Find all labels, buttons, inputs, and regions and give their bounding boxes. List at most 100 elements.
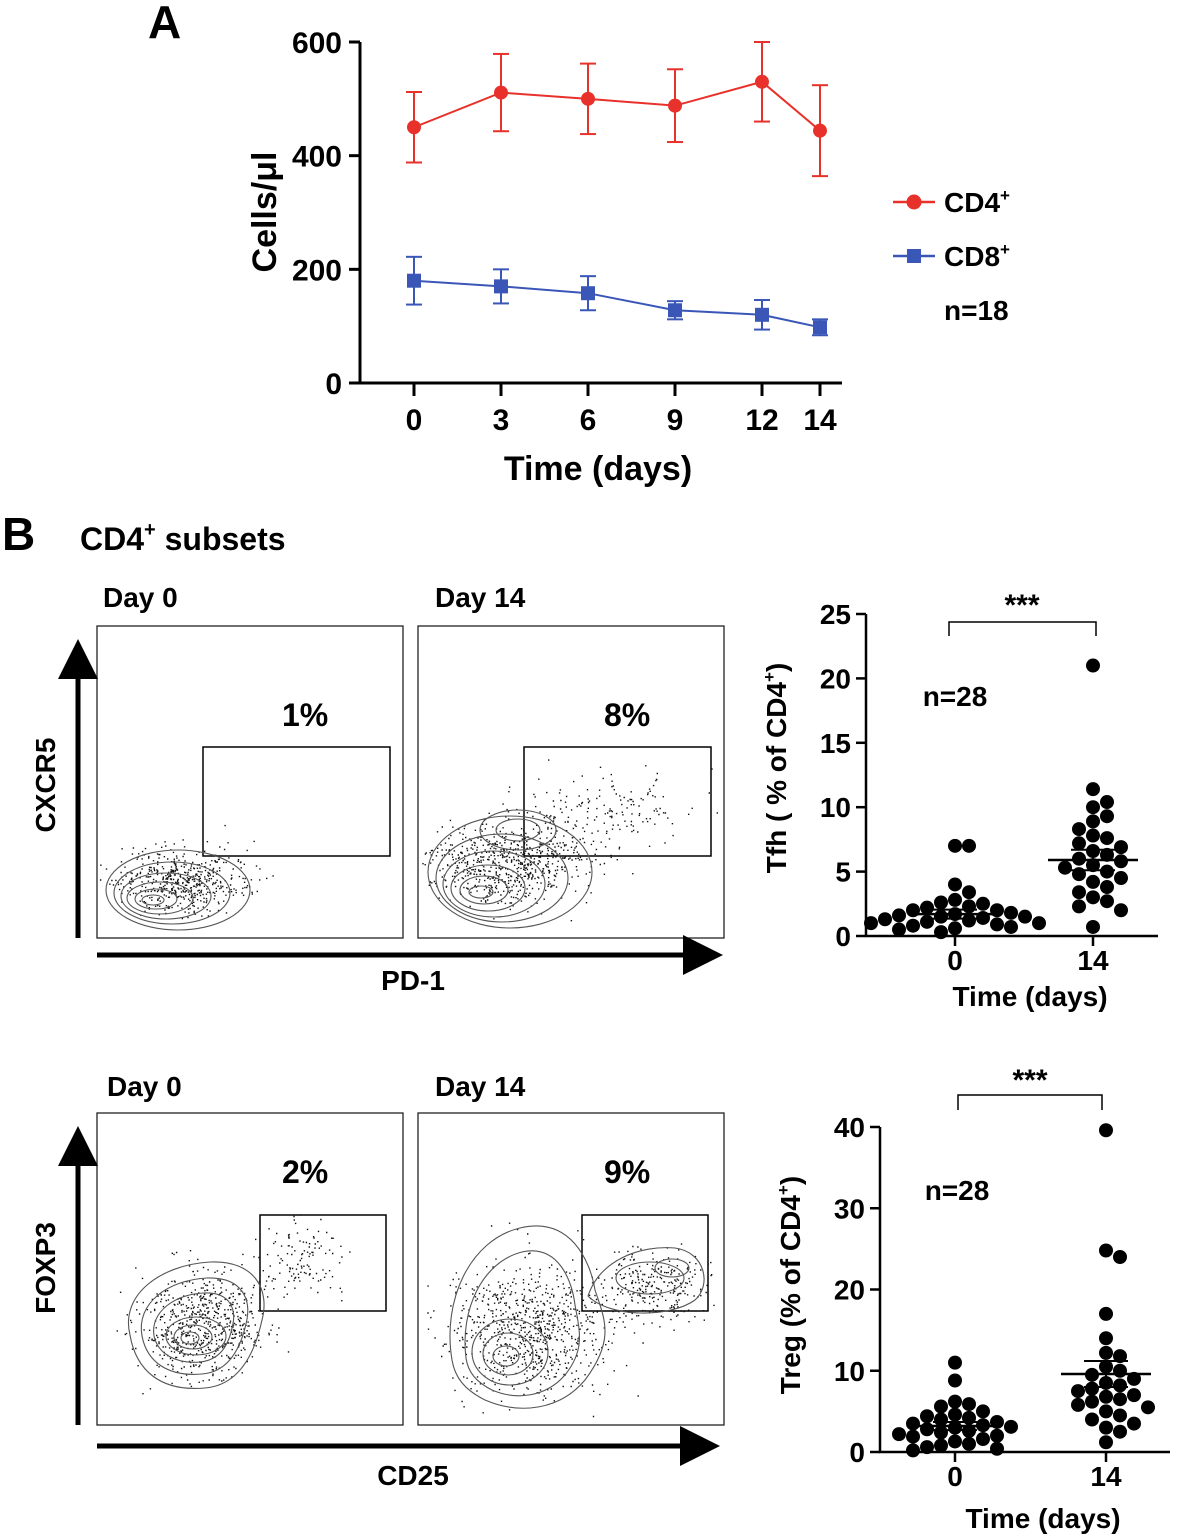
- data-point-cd8: [813, 320, 827, 335]
- y-tick-label: 40: [834, 1112, 865, 1143]
- x-tick-label: 3: [493, 404, 510, 437]
- data-point: [1071, 1397, 1085, 1412]
- data-point: [864, 916, 878, 931]
- data-point: [1127, 1371, 1141, 1386]
- data-point: [1004, 1419, 1018, 1434]
- data-point: [1058, 860, 1072, 875]
- data-point: [892, 908, 906, 923]
- panel-b-title: CD4+ subsets: [80, 519, 286, 557]
- treg-y-label: Treg (% of CD4+): [774, 1176, 806, 1394]
- data-point: [1085, 1381, 1099, 1396]
- data-point: [1127, 1416, 1141, 1431]
- data-point: [1114, 840, 1128, 855]
- chart-tfh-dotplot: Time (days) Tfh ( % of CD4+) n=28 *** 0 5…: [760, 589, 1158, 1012]
- x-tick-label: 14: [803, 404, 837, 437]
- data-point: [1086, 658, 1100, 673]
- data-point: [1072, 899, 1086, 914]
- y-tick-label: 600: [292, 27, 342, 60]
- x-tick-label: 0: [406, 404, 423, 437]
- data-point: [878, 912, 892, 927]
- data-point: [934, 1438, 948, 1453]
- series-line-cd4: [413, 80, 821, 132]
- panel-letter-b: B: [2, 508, 35, 560]
- data-point: [976, 1432, 990, 1446]
- flow-plot-frame: [96, 625, 404, 939]
- x-tick-label: 0: [947, 945, 963, 976]
- data-point: [1085, 1412, 1099, 1427]
- data-point: [920, 900, 934, 915]
- y-tick-label: 10: [820, 792, 851, 823]
- data-point: [906, 918, 920, 933]
- data-point: [990, 1428, 1004, 1443]
- treg-significance-bracket: [957, 1094, 1103, 1110]
- flow-contours: [127, 1225, 705, 1409]
- data-point: [906, 1443, 920, 1458]
- data-point-cd4: [668, 98, 682, 113]
- legend-cd8-label: CD8+: [944, 240, 1010, 272]
- y-tick-label: 20: [834, 1275, 865, 1306]
- data-point: [1099, 1345, 1113, 1360]
- data-point: [1086, 828, 1100, 843]
- flow-events: [588, 1243, 715, 1331]
- data-point: [934, 1425, 948, 1440]
- data-point: [1072, 822, 1086, 837]
- data-point: [1086, 890, 1100, 905]
- data-point: [1072, 836, 1086, 851]
- data-point: [920, 1409, 934, 1424]
- data-point: [962, 913, 976, 928]
- data-point: [1100, 864, 1114, 879]
- data-point: [962, 885, 976, 900]
- legend-cd8-marker: [907, 249, 921, 263]
- data-point: [934, 1399, 948, 1414]
- y-tick-label: 0: [835, 921, 851, 952]
- flow-events: [422, 800, 634, 922]
- data-point: [1114, 871, 1128, 886]
- data-point: [976, 1404, 990, 1419]
- data-point: [1086, 814, 1100, 829]
- flow-events: [427, 1222, 656, 1418]
- data-point-cd4: [581, 91, 595, 106]
- data-point: [934, 1412, 948, 1427]
- y-tick-label: 0: [325, 368, 342, 401]
- y-tick-label: 30: [834, 1193, 865, 1224]
- flow-gate-percent: 9%: [604, 1154, 650, 1190]
- data-point: [1099, 1389, 1113, 1404]
- tfh-y-label: Tfh ( % of CD4+): [760, 663, 792, 874]
- data-point-cd8: [755, 307, 769, 322]
- flow-x-axis-label: PD-1: [381, 965, 445, 996]
- treg-n-annotation: n=28: [925, 1175, 990, 1206]
- panel-letter-a: A: [148, 0, 181, 48]
- flow-gate: [202, 746, 391, 857]
- flow-day-label: Day 14: [435, 1071, 526, 1102]
- data-point: [948, 1407, 962, 1422]
- data-point: [948, 1394, 962, 1409]
- data-point: [1100, 795, 1114, 810]
- flow-gate-percent: 1%: [282, 697, 328, 733]
- data-point: [1086, 919, 1100, 934]
- data-point: [1099, 1435, 1113, 1450]
- data-point-cd8: [581, 286, 595, 301]
- data-point: [962, 1436, 976, 1451]
- data-point: [906, 1429, 920, 1444]
- flow-day-label: Day 0: [107, 1071, 182, 1102]
- flow-day-label: Day 14: [435, 582, 526, 613]
- data-point: [920, 914, 934, 929]
- data-point: [1086, 874, 1100, 889]
- data-point: [1113, 1349, 1127, 1364]
- flow-contours: [105, 809, 593, 931]
- data-point-cd8: [407, 273, 421, 288]
- y-tick-label: 0: [849, 1437, 865, 1468]
- data-point: [934, 909, 948, 924]
- data-point: [990, 1441, 1004, 1456]
- data-point: [1141, 1400, 1155, 1415]
- chart-a-n-annotation: n=18: [944, 295, 1009, 326]
- data-point: [1114, 854, 1128, 869]
- data-point: [948, 1434, 962, 1449]
- flow-events: [99, 824, 274, 920]
- data-point: [948, 877, 962, 892]
- x-tick-label: 9: [667, 404, 684, 437]
- legend-cd4-marker: [906, 194, 922, 210]
- data-point: [990, 917, 1004, 932]
- treg-x-label: Time (days): [965, 1503, 1120, 1534]
